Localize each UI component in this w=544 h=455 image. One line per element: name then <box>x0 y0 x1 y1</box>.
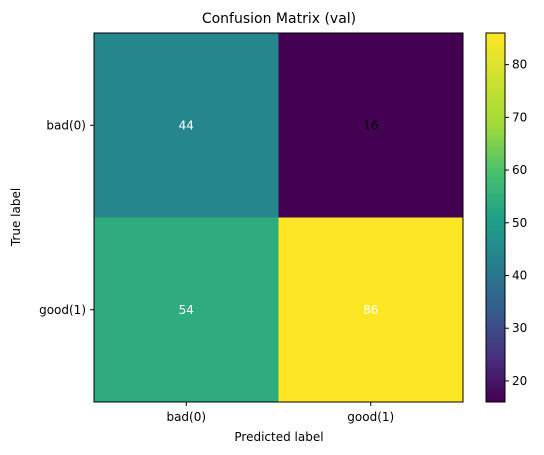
y-tick-label: good(1) <box>39 303 86 317</box>
colorbar-tick-label: 70 <box>512 110 527 124</box>
cell-value-r0-c0: 44 <box>179 118 194 132</box>
cell-value-r1-c1: 86 <box>363 303 378 317</box>
colorbar <box>485 32 506 403</box>
chart-title: Confusion Matrix (val) <box>202 11 356 27</box>
heatmap-cell-r0-c1 <box>278 33 463 218</box>
cell-value-r1-c0: 54 <box>179 303 194 317</box>
colorbar-tick-label: 50 <box>512 216 527 230</box>
colorbar-tick-label: 20 <box>512 374 527 388</box>
colorbar-tick-label: 40 <box>512 268 527 282</box>
y-axis-ticks: bad(0) good(1) <box>39 118 94 317</box>
x-tick-label: good(1) <box>347 410 394 424</box>
heatmap-cell-r1-c0 <box>94 217 279 402</box>
cell-value-r0-c1: 16 <box>363 118 378 132</box>
heatmap-cell-r1-c1 <box>278 217 463 402</box>
colorbar-tick-label: 60 <box>512 163 527 177</box>
plot-frame <box>93 32 464 403</box>
y-tick-label: bad(0) <box>46 118 86 132</box>
colorbar-ticks: 20 30 40 50 60 70 80 <box>505 58 527 388</box>
heatmap-cells <box>94 33 463 402</box>
heatmap-cell-r0-c0 <box>94 33 279 218</box>
x-axis-ticks: bad(0) good(1) <box>166 402 394 424</box>
x-axis-label: Predicted label <box>234 430 323 444</box>
x-tick-label: bad(0) <box>166 410 206 424</box>
y-axis-label: True label <box>9 188 23 247</box>
colorbar-tick-label: 80 <box>512 58 527 72</box>
cell-annotations: 44 16 54 86 <box>179 118 379 317</box>
colorbar-tick-label: 30 <box>512 321 527 335</box>
